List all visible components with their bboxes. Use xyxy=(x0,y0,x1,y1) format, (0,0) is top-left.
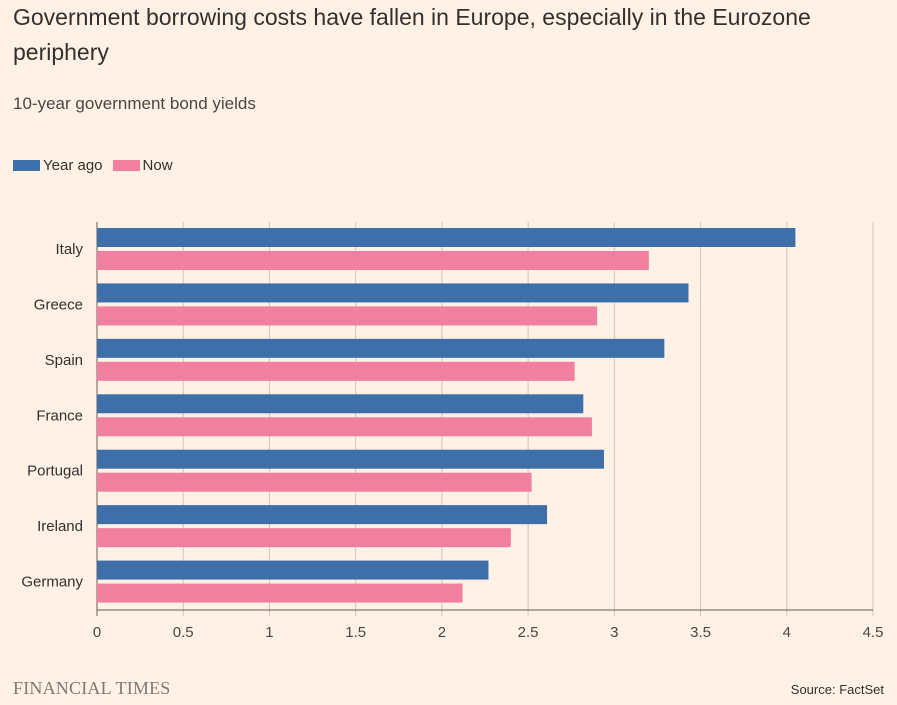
category-label: France xyxy=(36,407,83,424)
legend-item-year-ago: Year ago xyxy=(13,157,103,174)
legend-swatch-year-ago xyxy=(13,160,40,171)
x-tick-label: 4 xyxy=(783,624,791,641)
category-label: Greece xyxy=(34,296,83,313)
source-note: Source: FactSet xyxy=(790,682,884,697)
category-label: Ireland xyxy=(37,518,83,535)
bar-year-ago xyxy=(97,228,796,247)
bar-year-ago xyxy=(97,560,489,580)
x-tick-label: 3.5 xyxy=(690,624,711,641)
bar-year-ago xyxy=(97,283,689,303)
bar-now xyxy=(97,417,592,437)
category-label: Portugal xyxy=(27,463,83,480)
ft-logo-text: FINANCIAL TIMES xyxy=(13,678,171,698)
category-label: Spain xyxy=(45,352,83,369)
chart-title: Government borrowing costs have fallen i… xyxy=(13,4,811,65)
bar-now xyxy=(97,583,463,603)
legend-item-now: Now xyxy=(112,157,173,174)
bar-year-ago xyxy=(97,394,584,414)
legend-swatch-now xyxy=(112,160,140,171)
x-tick-label: 0 xyxy=(93,624,101,641)
chart-subtitle: 10-year government bond yields xyxy=(13,94,256,113)
legend-label-year-ago: Year ago xyxy=(43,157,103,174)
x-tick-label: 2.5 xyxy=(518,624,539,641)
category-label: Germany xyxy=(21,574,83,591)
x-tick-label: 2 xyxy=(438,624,446,641)
legend-label-now: Now xyxy=(142,157,173,174)
x-tick-label: 3 xyxy=(610,624,618,641)
x-tick-label: 1.5 xyxy=(345,624,366,641)
bar-now xyxy=(97,528,511,548)
x-tick-label: 0.5 xyxy=(173,624,194,641)
bar-now xyxy=(97,251,649,270)
x-tick-label: 4.5 xyxy=(863,624,884,641)
x-tick-label: 1 xyxy=(265,624,273,641)
bar-year-ago xyxy=(97,505,548,525)
bar-now xyxy=(97,361,575,381)
category-label: Italy xyxy=(55,241,83,258)
bar-year-ago xyxy=(97,449,604,469)
bar-now xyxy=(97,306,598,326)
bar-now xyxy=(97,472,532,492)
bar-year-ago xyxy=(97,338,665,358)
legend: Year ago Now xyxy=(13,157,183,174)
